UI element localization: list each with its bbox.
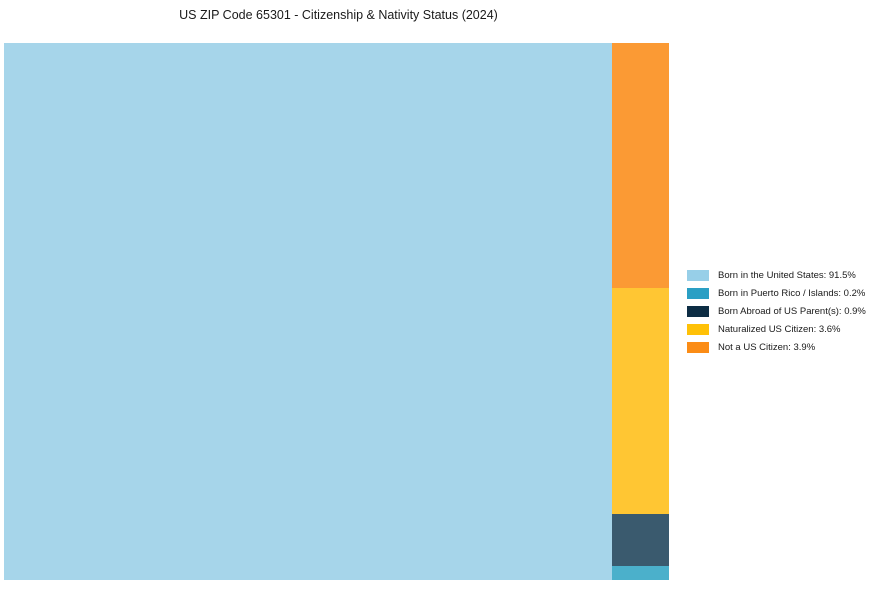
treemap-tile[interactable]	[612, 43, 669, 288]
treemap-tile[interactable]	[612, 514, 669, 566]
legend-swatch-icon	[687, 341, 709, 353]
chart-title: US ZIP Code 65301 - Citizenship & Nativi…	[179, 8, 498, 22]
legend-item[interactable]: Not a US Citizen: 3.9%	[687, 338, 883, 356]
legend-item-label: Born in the United States: 91.5%	[718, 269, 856, 281]
legend-item[interactable]: Born Abroad of US Parent(s): 0.9%	[687, 302, 883, 320]
chart-legend: Born in the United States: 91.5% Born in …	[687, 266, 883, 356]
legend-item-label: Not a US Citizen: 3.9%	[718, 341, 816, 353]
treemap-plot-area	[4, 43, 669, 580]
legend-swatch-icon	[687, 269, 709, 281]
legend-item-label: Naturalized US Citizen: 3.6%	[718, 323, 841, 335]
legend-item[interactable]: Born in Puerto Rico / Islands: 0.2%	[687, 284, 883, 302]
legend-item[interactable]: Born in the United States: 91.5%	[687, 266, 883, 284]
legend-item-label: Born Abroad of US Parent(s): 0.9%	[718, 305, 866, 317]
treemap-tile[interactable]	[612, 287, 669, 514]
legend-item-label: Born in Puerto Rico / Islands: 0.2%	[718, 287, 866, 299]
legend-swatch-icon	[687, 305, 709, 317]
legend-swatch-icon	[687, 323, 709, 335]
treemap-tile[interactable]	[4, 43, 612, 580]
legend-item[interactable]: Naturalized US Citizen: 3.6%	[687, 320, 883, 338]
treemap-tile[interactable]	[612, 565, 669, 580]
legend-swatch-icon	[687, 287, 709, 299]
